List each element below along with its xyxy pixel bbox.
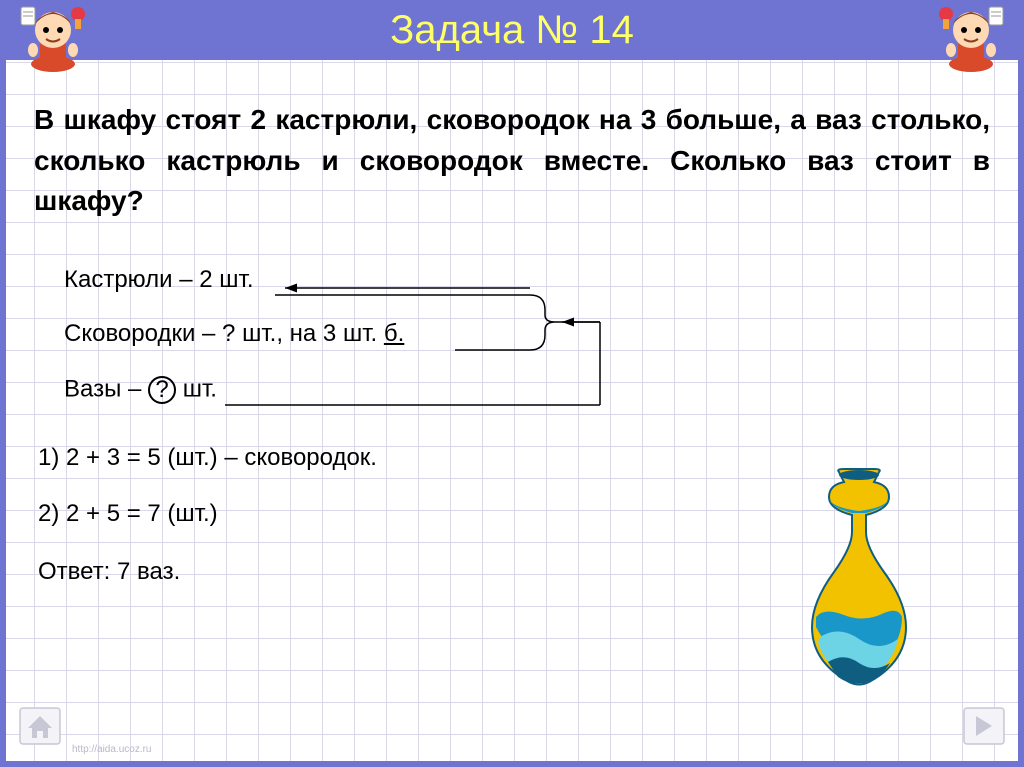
given1-value: 2 шт.	[199, 266, 253, 293]
given3-circled: ?	[148, 376, 176, 404]
page-title: Задача № 14	[390, 8, 634, 53]
vase-image	[794, 467, 924, 697]
given-line-2: Сковородки – ? шт., на 3 шт. б.	[64, 322, 990, 346]
border-bottom	[0, 761, 1024, 767]
boy-right-icon	[936, 2, 1006, 77]
given3-label: Вазы	[64, 375, 121, 402]
nav-home-button[interactable]	[18, 706, 62, 751]
given2-label: Сковородки	[64, 320, 195, 347]
givens-block: Кастрюли – 2 шт. Сковородки – ? шт., на …	[64, 268, 990, 404]
footer-link: http://aida.ucoz.ru	[72, 744, 152, 755]
given2-suffix: б.	[384, 320, 404, 347]
given1-label: Кастрюли	[64, 266, 173, 293]
header-bar: Задача № 14	[0, 0, 1024, 60]
given3-tail: шт.	[183, 375, 217, 402]
given-line-3: Вазы – ? шт.	[64, 376, 990, 404]
problem-text: В шкафу стоят 2 кастрюли, сковородок на …	[34, 100, 990, 222]
given-line-1: Кастрюли – 2 шт.	[64, 268, 990, 292]
boy-left-icon	[18, 2, 88, 77]
nav-next-button[interactable]	[962, 706, 1006, 751]
given2-value: ? шт., на 3 шт.	[222, 320, 377, 347]
